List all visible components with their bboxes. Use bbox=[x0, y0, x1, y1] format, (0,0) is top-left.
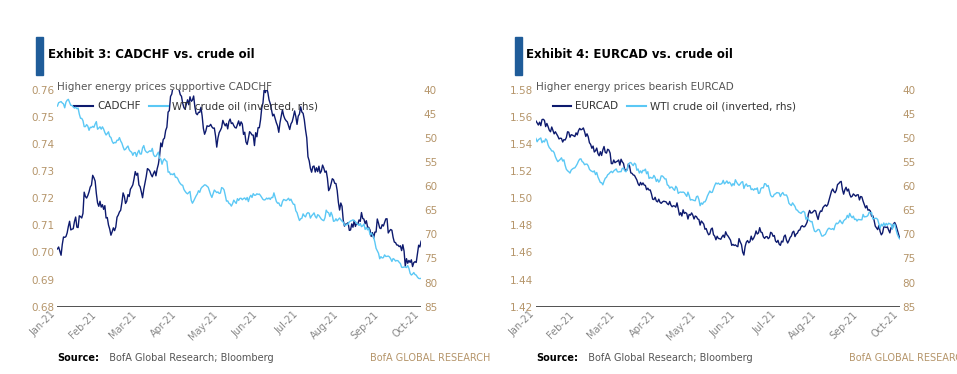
Legend: CADCHF, WTI crude oil (inverted, rhs): CADCHF, WTI crude oil (inverted, rhs) bbox=[70, 97, 322, 116]
Text: Higher energy prices supportive CADCHF: Higher energy prices supportive CADCHF bbox=[57, 82, 273, 92]
Text: BofA GLOBAL RESEARCH: BofA GLOBAL RESEARCH bbox=[370, 353, 491, 363]
Text: Exhibit 3: CADCHF vs. crude oil: Exhibit 3: CADCHF vs. crude oil bbox=[48, 48, 255, 61]
Text: Source:: Source: bbox=[536, 353, 578, 363]
Text: Exhibit 4: EURCAD vs. crude oil: Exhibit 4: EURCAD vs. crude oil bbox=[526, 48, 733, 61]
Text: BofA Global Research; Bloomberg: BofA Global Research; Bloomberg bbox=[103, 353, 274, 363]
Text: BofA GLOBAL RESEARCH: BofA GLOBAL RESEARCH bbox=[849, 353, 957, 363]
Legend: EURCAD, WTI crude oil (inverted, rhs): EURCAD, WTI crude oil (inverted, rhs) bbox=[548, 97, 800, 116]
Text: Source:: Source: bbox=[57, 353, 100, 363]
Text: BofA Global Research; Bloomberg: BofA Global Research; Bloomberg bbox=[582, 353, 752, 363]
Text: Higher energy prices bearish EURCAD: Higher energy prices bearish EURCAD bbox=[536, 82, 734, 92]
